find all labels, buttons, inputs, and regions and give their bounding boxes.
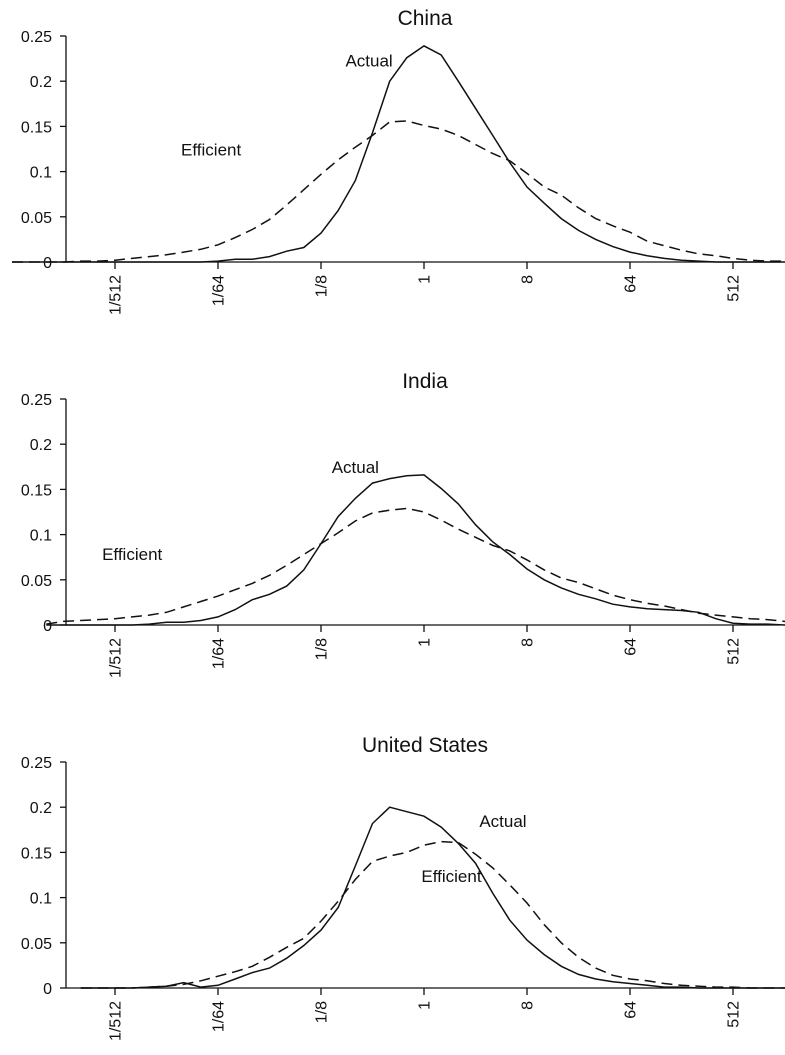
series-annotation: Efficient xyxy=(102,545,162,564)
series-annotation: Efficient xyxy=(181,140,241,159)
x-tick-label: 1/8 xyxy=(314,275,331,297)
panel-title: India xyxy=(402,370,448,393)
x-tick-label: 512 xyxy=(726,1001,743,1028)
x-tick-label: 8 xyxy=(520,275,537,284)
y-tick-label: 0.25 xyxy=(21,755,52,772)
series-line-actual xyxy=(12,45,785,263)
x-tick-label: 1/512 xyxy=(108,1001,125,1041)
panel-title: China xyxy=(398,7,453,30)
y-tick-label: 0.25 xyxy=(21,29,52,46)
x-tick-label: 64 xyxy=(623,638,640,656)
x-tick-label: 1/8 xyxy=(314,1001,331,1023)
panel-title: United States xyxy=(362,734,488,757)
series-annotation: Actual xyxy=(479,812,526,831)
x-tick-label: 1 xyxy=(417,275,434,284)
series-line-efficient xyxy=(46,507,785,625)
x-tick-label: 1/64 xyxy=(211,638,228,669)
x-tick-label: 8 xyxy=(520,638,537,647)
series-line-efficient xyxy=(12,120,785,263)
x-tick-label: 8 xyxy=(520,1001,537,1010)
x-tick-label: 512 xyxy=(726,275,743,302)
y-tick-label: 0.15 xyxy=(21,845,52,862)
series-line-actual xyxy=(80,806,785,989)
y-tick-label: 0 xyxy=(43,618,52,635)
x-tick-label: 64 xyxy=(623,275,640,293)
y-tick-label: 0.1 xyxy=(30,891,52,908)
y-tick-label: 0.25 xyxy=(21,392,52,409)
y-tick-label: 0.15 xyxy=(21,482,52,499)
series-line-efficient xyxy=(80,840,785,989)
y-tick-label: 0.05 xyxy=(21,936,52,953)
x-tick-label: 1 xyxy=(417,638,434,647)
x-tick-label: 1 xyxy=(417,1001,434,1010)
series-annotation: Actual xyxy=(345,52,392,71)
y-tick-label: 0 xyxy=(43,981,52,998)
y-tick-label: 0 xyxy=(43,255,52,272)
y-tick-label: 0.05 xyxy=(21,573,52,590)
y-tick-label: 0.1 xyxy=(30,528,52,545)
x-tick-label: 1/512 xyxy=(108,638,125,678)
series-annotation: Actual xyxy=(332,458,379,477)
x-tick-label: 512 xyxy=(726,638,743,665)
y-tick-label: 0.2 xyxy=(30,74,52,91)
series-line-actual xyxy=(46,474,785,626)
x-tick-label: 64 xyxy=(623,1001,640,1019)
x-tick-label: 1/64 xyxy=(211,1001,228,1032)
y-tick-label: 0.15 xyxy=(21,119,52,136)
y-tick-label: 0.1 xyxy=(30,165,52,182)
series-annotation: Efficient xyxy=(421,867,481,886)
y-tick-label: 0.05 xyxy=(21,210,52,227)
x-tick-label: 1/512 xyxy=(108,275,125,315)
x-tick-label: 1/64 xyxy=(211,275,228,306)
y-tick-label: 0.2 xyxy=(30,437,52,454)
y-tick-label: 0.2 xyxy=(30,800,52,817)
x-tick-label: 1/8 xyxy=(314,638,331,660)
